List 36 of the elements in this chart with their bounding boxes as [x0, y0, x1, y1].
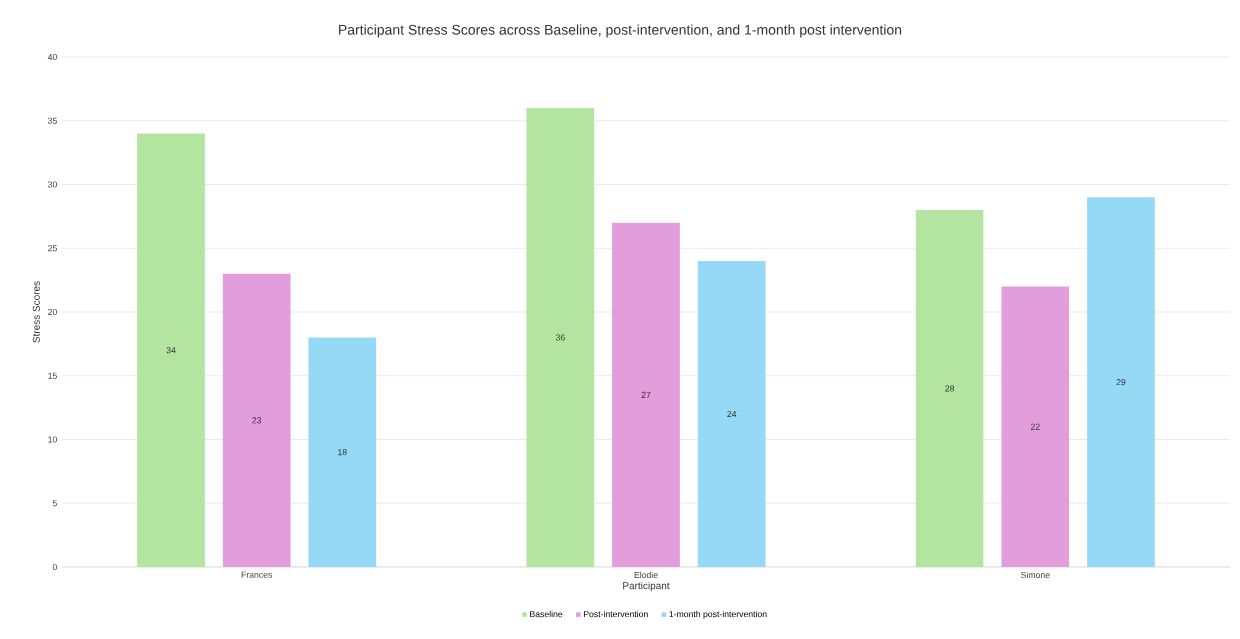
data-label: 34: [166, 347, 176, 354]
y-tick-label: 25: [48, 245, 57, 252]
bar: [137, 133, 205, 567]
bar: [612, 222, 680, 567]
bar: [915, 209, 984, 567]
data-label: 18: [338, 449, 347, 456]
y-tick-label: 30: [47, 181, 57, 188]
data-label: 36: [555, 334, 565, 341]
data-label: 28: [945, 385, 955, 392]
y-tick-label: 0: [52, 563, 57, 571]
x-tick-label: Frances: [241, 571, 273, 578]
y-tick-label: 5: [52, 500, 57, 507]
data-label: 29: [1116, 379, 1126, 386]
legend-label: Baseline: [530, 610, 563, 618]
y-tick-label: 10: [48, 436, 57, 443]
bar: [697, 260, 766, 567]
legend-label: 1-month post-intervention: [669, 610, 767, 619]
y-tick-label: 40: [47, 53, 57, 61]
bar: [222, 273, 291, 567]
chart-title: Participant Stress Scores across Baseline, post-intervention, and 1-month post intervention: [339, 24, 902, 38]
x-tick-label: Elodie: [634, 571, 658, 579]
data-label: 24: [727, 410, 737, 418]
data-label: 27: [641, 391, 651, 398]
bar: [1087, 197, 1155, 567]
x-axis-title: Participant: [623, 581, 670, 592]
bar: [1001, 286, 1070, 567]
y-tick-label: 20: [48, 308, 57, 316]
y-tick-label: 15: [48, 372, 57, 379]
bar: [526, 107, 595, 567]
data-label: 22: [1030, 423, 1040, 430]
data-label: 23: [252, 417, 262, 424]
y-axis-title: Stress Scores: [32, 281, 40, 343]
x-tick-label: Simone: [1021, 571, 1050, 579]
bar: [308, 337, 377, 567]
legend-label: Post-intervention: [583, 610, 648, 618]
y-tick-label: 35: [47, 117, 57, 124]
